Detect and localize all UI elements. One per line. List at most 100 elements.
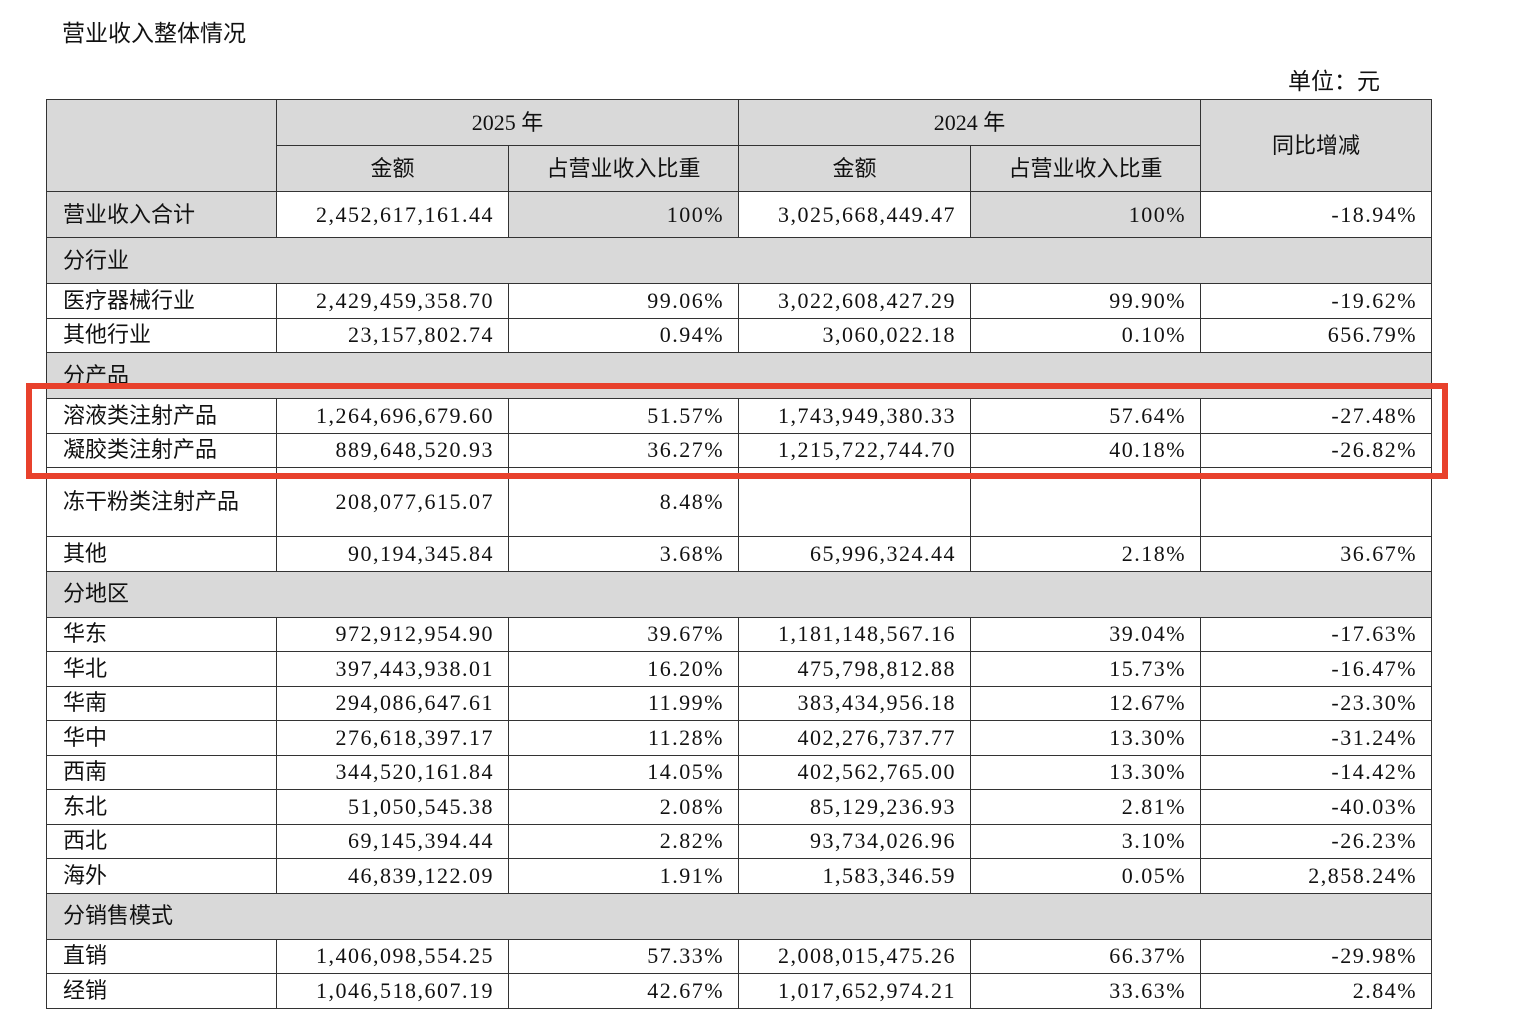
value-cell: -31.24%: [1200, 720, 1433, 756]
sub-header: 金额: [738, 145, 972, 192]
value-cell: 2.08%: [507, 789, 740, 825]
value-cell: -23.30%: [1200, 685, 1433, 721]
value-cell: 972,912,954.90: [276, 616, 509, 652]
row-label: 凝胶类注射产品: [46, 432, 277, 468]
value-cell: 23,157,802.74: [276, 317, 509, 353]
value-cell: 13.30%: [970, 720, 1202, 756]
data-row: 华中 276,618,397.17 11.28% 402,276,737.77 13.3…: [46, 720, 1433, 756]
value-cell: 2,429,459,358.70: [276, 283, 509, 319]
year-header: 2024 年: [738, 99, 1202, 146]
data-row: 其他行业 23,157,802.74 0.94% 3,060,022.18 0.10% 6…: [46, 317, 1433, 353]
section-label: 分行业: [45, 237, 1433, 284]
value-cell: 40.18%: [970, 432, 1202, 468]
section-row: 分行业: [45, 237, 1433, 284]
value-cell: 39.04%: [970, 616, 1202, 652]
value-cell: 12.67%: [970, 685, 1202, 721]
value-cell: 402,562,765.00: [738, 754, 972, 790]
data-row: 经销 1,046,518,607.19 42.67% 1,017,652,974.21…: [46, 973, 1433, 1009]
row-label: 东北: [46, 789, 277, 825]
value-cell: -19.62%: [1200, 283, 1433, 319]
data-row: 溶液类注射产品 1,264,696,679.60 51.57% 1,743,949,3…: [46, 398, 1433, 434]
value-cell: -17.63%: [1200, 616, 1433, 652]
value-cell: 0.10%: [970, 317, 1202, 353]
data-row: 其他 90,194,345.84 3.68% 65,996,324.44 2.18% 36…: [46, 536, 1433, 572]
data-row: 华东 972,912,954.90 39.67% 1,181,148,567.16 39…: [46, 616, 1433, 652]
row-label: 冻干粉类注射产品: [46, 467, 277, 537]
value-cell: 294,086,647.61: [276, 685, 509, 721]
highlight-box: [26, 383, 1448, 479]
row-label: 其他行业: [46, 317, 277, 353]
value-cell: 99.06%: [507, 283, 740, 319]
value-cell: 1,215,722,744.70: [738, 432, 972, 468]
value-cell: 2.81%: [970, 789, 1202, 825]
year-header: 2025 年: [275, 99, 740, 146]
row-label: 营业收入合计: [46, 191, 277, 238]
change-header: 同比增减: [1200, 99, 1433, 192]
value-cell: 0.05%: [970, 858, 1202, 894]
row-label: 华中: [46, 720, 277, 756]
value-cell: 51.57%: [507, 398, 740, 434]
row-label: 华东: [46, 616, 277, 652]
data-row: 直销 1,406,098,554.25 57.33% 2,008,015,475.26…: [46, 938, 1433, 974]
value-cell: 1,181,148,567.16: [738, 616, 972, 652]
value-cell: 99.90%: [970, 283, 1202, 319]
value-cell: 889,648,520.93: [276, 432, 509, 468]
value-cell: -16.47%: [1200, 651, 1433, 687]
value-cell: -14.42%: [1200, 754, 1433, 790]
value-cell: 42.67%: [507, 973, 740, 1009]
section-row: 分地区: [45, 570, 1433, 618]
sub-header: 占营业收入比重: [970, 145, 1202, 192]
value-cell: 39.67%: [507, 616, 740, 652]
value-cell: -18.94%: [1200, 191, 1433, 238]
value-cell: 1,046,518,607.19: [276, 973, 509, 1009]
value-cell: 90,194,345.84: [276, 536, 509, 572]
sub-header: 金额: [276, 145, 509, 192]
value-cell: 3,022,608,427.29: [738, 283, 972, 319]
row-label: 华北: [46, 651, 277, 687]
value-cell: 3,025,668,449.47: [738, 191, 972, 238]
data-row: 营业收入合计 2,452,617,161.44 100% 3,025,668,449.…: [46, 191, 1433, 238]
value-cell: 3.68%: [507, 536, 740, 572]
value-cell: -27.48%: [1200, 398, 1433, 434]
data-row: 海外 46,839,122.09 1.91% 1,583,346.59 0.05% 2,8…: [46, 858, 1433, 894]
data-row: 西北 69,145,394.44 2.82% 93,734,026.96 3.10% -2…: [46, 823, 1433, 859]
value-cell: 2.18%: [970, 536, 1202, 572]
value-cell: 3,060,022.18: [738, 317, 972, 353]
value-cell: 51,050,545.38: [276, 789, 509, 825]
value-cell: 100%: [970, 191, 1202, 238]
value-cell: 2,452,617,161.44: [276, 191, 509, 238]
value-cell: 1,743,949,380.33: [738, 398, 972, 434]
value-cell: -40.03%: [1200, 789, 1433, 825]
value-cell: 1,017,652,974.21: [738, 973, 972, 1009]
section-label: 分地区: [45, 570, 1433, 618]
value-cell: 3.10%: [970, 823, 1202, 859]
unit: 单位：元: [1288, 69, 1380, 94]
title: 营业收入整体情况: [62, 21, 246, 46]
data-row: 医疗器械行业 2,429,459,358.70 99.06% 3,022,608,42…: [46, 283, 1433, 319]
row-label: 海外: [46, 858, 277, 894]
value-cell: 85,129,236.93: [738, 789, 972, 825]
value-cell: 2.82%: [507, 823, 740, 859]
data-row: 凝胶类注射产品 889,648,520.93 36.27% 1,215,722,744…: [46, 432, 1433, 468]
value-cell: -29.98%: [1200, 938, 1433, 974]
section-label: 分产品: [45, 352, 1433, 399]
value-cell: 2,008,015,475.26: [738, 938, 972, 974]
value-cell: 36.67%: [1200, 536, 1433, 572]
data-row: 华北 397,443,938.01 16.20% 475,798,812.88 15.7…: [46, 651, 1433, 687]
data-row: 东北 51,050,545.38 2.08% 85,129,236.93 2.81% -4…: [46, 789, 1433, 825]
value-cell: 16.20%: [507, 651, 740, 687]
data-row: 西南 344,520,161.84 14.05% 402,562,765.00 13.3…: [46, 754, 1433, 790]
row-label: 经销: [46, 973, 277, 1009]
row-label: 医疗器械行业: [46, 283, 277, 319]
value-cell: 11.28%: [507, 720, 740, 756]
row-label: 其他: [46, 536, 277, 572]
section-label: 分销售模式: [45, 892, 1433, 940]
row-label: 直销: [46, 938, 277, 974]
value-cell: 397,443,938.01: [276, 651, 509, 687]
value-cell: 93,734,026.96: [738, 823, 972, 859]
value-cell: 0.94%: [507, 317, 740, 353]
value-cell: 11.99%: [507, 685, 740, 721]
value-cell: 100%: [507, 191, 740, 238]
value-cell: 276,618,397.17: [276, 720, 509, 756]
value-cell: 13.30%: [970, 754, 1202, 790]
